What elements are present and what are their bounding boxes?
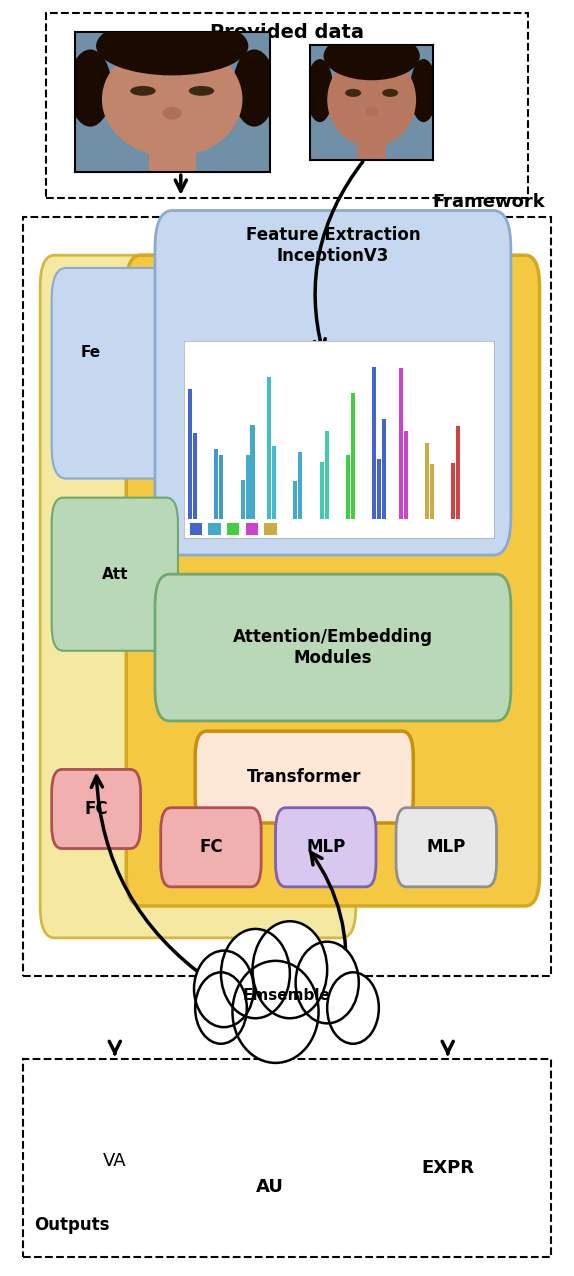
Bar	[324, 431, 328, 519]
Ellipse shape	[382, 89, 398, 97]
Text: VA: VA	[103, 1152, 127, 1170]
Bar	[398, 369, 403, 519]
FancyBboxPatch shape	[155, 574, 511, 721]
Bar	[298, 452, 302, 519]
Ellipse shape	[189, 85, 214, 96]
FancyBboxPatch shape	[161, 808, 261, 887]
Ellipse shape	[327, 52, 416, 147]
Bar	[430, 464, 434, 519]
Bar	[425, 443, 429, 519]
Ellipse shape	[195, 972, 247, 1044]
Text: Provided data: Provided data	[210, 23, 364, 42]
Bar	[241, 480, 245, 519]
Bar	[404, 431, 408, 519]
Bar	[382, 419, 386, 519]
FancyBboxPatch shape	[52, 769, 141, 849]
Bar	[250, 425, 254, 519]
Ellipse shape	[232, 50, 276, 126]
Ellipse shape	[130, 85, 156, 96]
Text: AU: AU	[256, 1178, 284, 1196]
Bar	[214, 449, 218, 519]
Ellipse shape	[221, 929, 290, 1018]
Text: EXPR: EXPR	[421, 1159, 474, 1176]
FancyBboxPatch shape	[276, 808, 376, 887]
Ellipse shape	[327, 972, 379, 1044]
Bar	[227, 523, 239, 535]
Bar	[351, 393, 355, 519]
Text: FC: FC	[84, 800, 108, 818]
Bar	[320, 462, 324, 519]
FancyBboxPatch shape	[52, 268, 281, 478]
Ellipse shape	[96, 17, 249, 75]
Text: Att: Att	[102, 567, 128, 582]
FancyBboxPatch shape	[155, 211, 511, 555]
FancyBboxPatch shape	[357, 125, 386, 160]
Ellipse shape	[366, 106, 378, 116]
Ellipse shape	[194, 951, 254, 1027]
Ellipse shape	[345, 89, 361, 97]
Text: Outputs: Outputs	[34, 1216, 110, 1234]
Bar	[293, 481, 297, 519]
Bar	[190, 523, 202, 535]
Ellipse shape	[324, 32, 420, 80]
Ellipse shape	[102, 42, 242, 157]
Ellipse shape	[410, 59, 437, 122]
Text: Transformer: Transformer	[247, 768, 362, 786]
Text: Emsemble: Emsemble	[243, 988, 331, 1003]
Ellipse shape	[296, 942, 359, 1023]
Bar	[272, 447, 276, 519]
Text: Framework: Framework	[433, 193, 545, 211]
Text: FC: FC	[199, 838, 223, 856]
Text: MLP: MLP	[426, 838, 466, 856]
Bar	[451, 463, 455, 519]
Bar	[456, 426, 460, 519]
Bar	[377, 459, 381, 519]
FancyBboxPatch shape	[149, 130, 196, 172]
Text: Attention/Embedding
Modules: Attention/Embedding Modules	[233, 628, 433, 667]
FancyBboxPatch shape	[195, 731, 413, 823]
Bar	[373, 367, 377, 519]
Ellipse shape	[307, 59, 333, 122]
Bar	[264, 523, 277, 535]
Ellipse shape	[69, 50, 112, 126]
FancyBboxPatch shape	[396, 808, 497, 887]
Ellipse shape	[232, 961, 319, 1063]
Ellipse shape	[162, 107, 182, 120]
Bar	[246, 523, 258, 535]
Bar	[246, 454, 250, 519]
Text: Feature Extraction
InceptionV3: Feature Extraction InceptionV3	[246, 226, 420, 264]
Bar	[188, 389, 192, 519]
Ellipse shape	[253, 921, 327, 1018]
FancyBboxPatch shape	[52, 498, 178, 651]
Text: MLP: MLP	[306, 838, 346, 856]
Bar	[346, 456, 350, 519]
Bar	[193, 433, 197, 519]
Bar	[219, 456, 223, 519]
Bar	[208, 523, 221, 535]
FancyBboxPatch shape	[126, 255, 540, 906]
FancyBboxPatch shape	[40, 255, 356, 938]
Text: Fe: Fe	[80, 345, 100, 360]
Bar	[267, 378, 271, 519]
